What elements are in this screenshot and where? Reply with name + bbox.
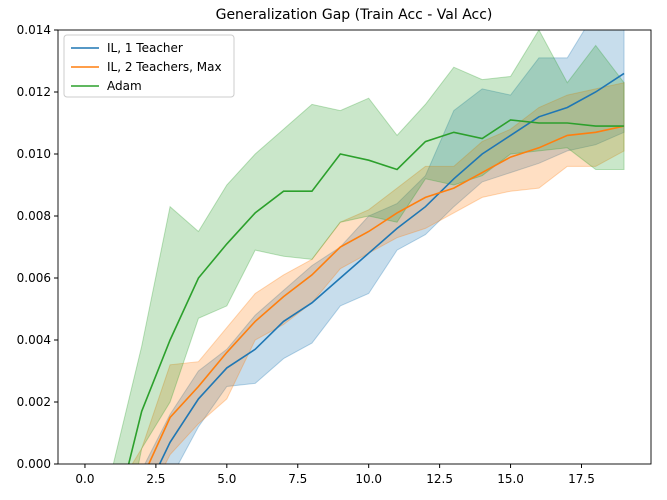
y-tick-label: 0.006 xyxy=(17,271,51,285)
series-line xyxy=(158,72,625,464)
legend-label: IL, 1 Teacher xyxy=(107,41,183,55)
x-tick-label: 17.5 xyxy=(568,472,595,486)
x-tick-label: 10.0 xyxy=(355,472,382,486)
y-tick-label: 0.000 xyxy=(17,457,51,471)
y-tick-label: 0.002 xyxy=(17,395,51,409)
legend-label: IL, 2 Teachers, Max xyxy=(107,60,222,74)
chart-title: Generalization Gap (Train Acc - Val Acc) xyxy=(216,7,493,23)
plot-frame xyxy=(57,29,652,465)
confidence-band xyxy=(112,30,625,464)
x-tick-label: 5.0 xyxy=(217,472,236,486)
y-tick-label: 0.014 xyxy=(17,23,51,37)
x-tick-label: 15.0 xyxy=(497,472,524,486)
x-tick-label: 2.5 xyxy=(146,472,165,486)
legend-label: Adam xyxy=(107,79,142,93)
y-tick-label: 0.010 xyxy=(17,147,51,161)
series-line xyxy=(147,125,625,464)
x-tick-label: 0.0 xyxy=(75,472,94,486)
x-tick-label: 12.5 xyxy=(426,472,453,486)
legend-box xyxy=(63,34,235,98)
y-tick-label: 0.012 xyxy=(17,85,51,99)
confidence-band xyxy=(131,82,625,464)
y-tick-label: 0.008 xyxy=(17,209,51,223)
y-tick-label: 0.004 xyxy=(17,333,51,347)
x-tick-label: 7.5 xyxy=(288,472,307,486)
series-line xyxy=(127,119,625,464)
confidence-band xyxy=(144,30,625,464)
plot-area xyxy=(112,30,625,464)
